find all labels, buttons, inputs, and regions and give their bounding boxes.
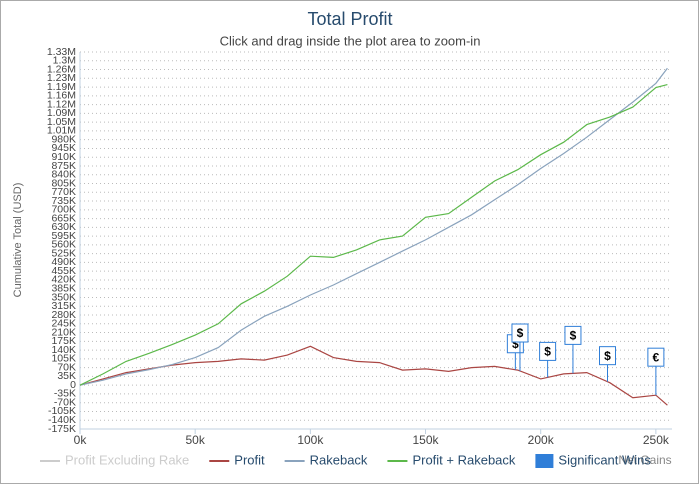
y-tick-label: 0 xyxy=(70,379,76,391)
y-tick-label: 875K xyxy=(51,160,76,172)
y-tick-label: -175K xyxy=(48,423,76,435)
y-tick-label: 1.09M xyxy=(47,107,76,119)
y-tick-label: 1.16M xyxy=(47,90,76,102)
x-tick-label: 100k xyxy=(297,433,324,447)
x-tick-label: 250k xyxy=(643,433,670,447)
y-tick-label: 805K xyxy=(51,177,76,189)
flag-box xyxy=(647,347,665,367)
y-tick-label: 1.01M xyxy=(47,125,76,137)
legend-swatch xyxy=(535,454,554,468)
legend-label: Significant Wins xyxy=(558,452,651,467)
flag: $ xyxy=(564,325,582,374)
series-line xyxy=(79,84,668,386)
flag-text: $ xyxy=(570,329,577,343)
y-tick-label: 560K xyxy=(51,239,76,251)
y-tick-label: 595K xyxy=(51,230,76,242)
y-tick-label: 945K xyxy=(51,142,76,154)
flag: $ xyxy=(539,341,557,378)
y-tick-label: 210K xyxy=(51,326,76,338)
x-tick-label: 150k xyxy=(413,433,440,447)
y-tick-label: 350K xyxy=(51,291,76,303)
flag-box xyxy=(599,346,617,366)
legend-label: Rakeback xyxy=(310,452,368,467)
legend-label: Profit + Rakeback xyxy=(412,452,515,467)
y-axis-title: Cumulative Total (USD) xyxy=(12,183,24,298)
flag-box xyxy=(511,323,529,343)
x-tick-label: 200k xyxy=(528,433,555,447)
y-tick-label: -105K xyxy=(48,405,76,417)
y-tick-label: 315K xyxy=(51,300,76,312)
y-tick-label: 35K xyxy=(57,370,76,382)
y-tick-label: 770K xyxy=(51,186,76,198)
flag-box xyxy=(564,325,582,345)
y-tick-label: 840K xyxy=(51,169,76,181)
y-tick-label: 490K xyxy=(51,256,76,268)
flag: $ xyxy=(511,323,529,372)
y-tick-label: 1.23M xyxy=(47,72,76,84)
y-tick-label: -70K xyxy=(54,396,76,408)
y-tick-label: 1.26M xyxy=(47,63,76,75)
series-line xyxy=(79,345,668,406)
y-tick-label: 735K xyxy=(51,195,76,207)
y-tick-label: 910K xyxy=(51,151,76,163)
y-tick-label: 280K xyxy=(51,309,76,321)
flag-text: € xyxy=(653,350,660,364)
y-tick-label: 455K xyxy=(51,265,76,277)
x-tick-label: 50k xyxy=(185,433,205,447)
y-tick-label: 245K xyxy=(51,318,76,330)
y-tick-label: 1.12M xyxy=(47,98,76,110)
y-tick-label: 1.19M xyxy=(47,81,76,93)
flag-text: $ xyxy=(517,326,524,340)
y-tick-label: 1.33M xyxy=(47,46,76,58)
y-tick-label: 140K xyxy=(51,344,76,356)
y-tick-label: 70K xyxy=(57,361,76,373)
legend-label: Profit xyxy=(234,452,265,467)
y-tick-label: 105K xyxy=(51,353,76,365)
y-tick-label: 385K xyxy=(51,283,76,295)
chart-title: Total Profit xyxy=(307,9,392,29)
series-line xyxy=(79,67,668,386)
flag-text: $ xyxy=(544,345,551,359)
legend-label: Profit Excluding Rake xyxy=(65,452,189,467)
y-tick-label: 525K xyxy=(51,247,76,259)
y-tick-label: 665K xyxy=(51,212,76,224)
y-tick-label: 630K xyxy=(51,221,76,233)
flag-text: $ xyxy=(512,337,519,351)
y-tick-label: 980K xyxy=(51,133,76,145)
x-axis-title: Net Gains xyxy=(618,453,671,467)
x-tick-label: 0k xyxy=(74,433,88,447)
y-tick-label: -35K xyxy=(54,388,76,400)
chart-subtitle: Click and drag inside the plot area to z… xyxy=(220,33,481,48)
flag-box xyxy=(539,341,557,361)
flag: $ xyxy=(599,346,617,382)
flag-text: $ xyxy=(604,349,611,363)
y-tick-label: 1.05M xyxy=(47,116,76,128)
y-tick-label: 1.3M xyxy=(53,55,76,67)
y-tick-label: 175K xyxy=(51,335,76,347)
y-tick-label: -140K xyxy=(48,414,76,426)
y-tick-label: 700K xyxy=(51,204,76,216)
flag: € xyxy=(647,347,665,396)
y-tick-label: 420K xyxy=(51,274,76,286)
